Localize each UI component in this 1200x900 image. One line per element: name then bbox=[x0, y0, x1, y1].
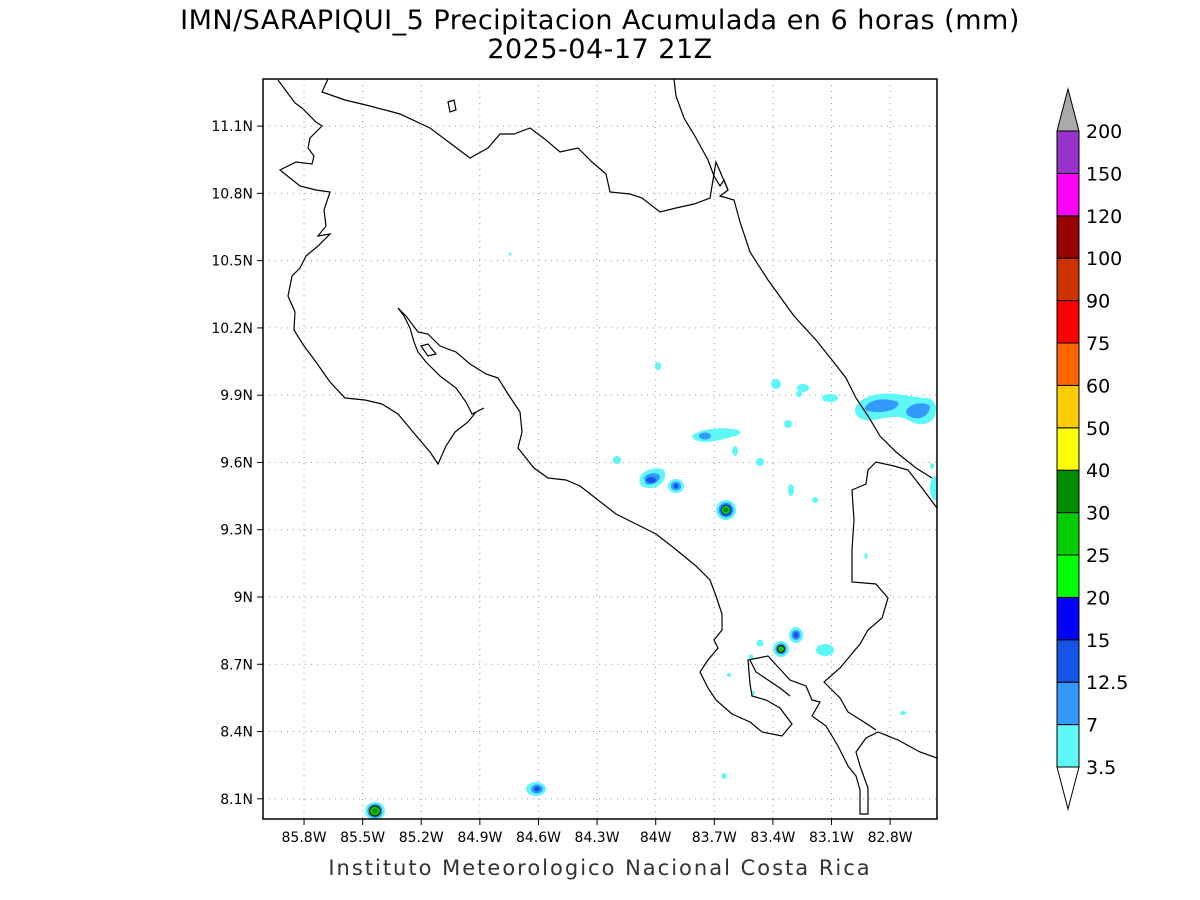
colorbar-label: 3.5 bbox=[1086, 757, 1116, 779]
lon-tick-label: 84.3W bbox=[575, 830, 620, 846]
colorbar-label: 90 bbox=[1086, 291, 1110, 313]
island-north bbox=[447, 99, 457, 113]
precip-cell bbox=[668, 479, 684, 493]
lat-tick-label: 11.1N bbox=[211, 119, 253, 135]
map-subtitle: 2025-04-17 21Z bbox=[487, 34, 713, 65]
colorbar-label: 150 bbox=[1086, 163, 1122, 185]
precip-speckles bbox=[508, 252, 937, 779]
precip-cell bbox=[773, 641, 789, 657]
colorbar-segment bbox=[1056, 300, 1080, 344]
lat-tick-label: 10.8N bbox=[211, 186, 253, 202]
colorbar-segment bbox=[1056, 130, 1080, 174]
colorbar-segment bbox=[1056, 469, 1080, 514]
colorbar-label: 75 bbox=[1086, 333, 1110, 355]
colorbar-label: 12.5 bbox=[1086, 672, 1128, 694]
lon-tick-label: 85.8W bbox=[282, 830, 327, 846]
colorbar-segment bbox=[1056, 342, 1080, 386]
colorbar-label: 30 bbox=[1086, 503, 1110, 525]
colorbar-label: 7 bbox=[1086, 715, 1098, 737]
colorbar-label: 25 bbox=[1086, 545, 1110, 567]
lat-tick-label: 9.3N bbox=[220, 523, 253, 539]
precip-cell bbox=[716, 500, 736, 520]
lat-tick-label: 9N bbox=[234, 590, 253, 606]
lat-tick-label: 9.9N bbox=[220, 388, 253, 404]
panama-border bbox=[823, 461, 937, 731]
lon-tick-label: 83.4W bbox=[750, 830, 795, 846]
colorbar-label: 15 bbox=[1086, 630, 1110, 652]
axis-ticks: 85.8W 85.5W 85.2W 84.9W 84.6W 84.3W 84W 83.7W 83… bbox=[211, 119, 912, 846]
colorbar-segment bbox=[1056, 681, 1080, 726]
colorbar-segment bbox=[1056, 639, 1080, 683]
colorbar-label: 40 bbox=[1086, 460, 1110, 482]
colorbar-label: 50 bbox=[1086, 418, 1110, 440]
lat-tick-label: 8.7N bbox=[220, 657, 253, 673]
colorbar-segment bbox=[1056, 724, 1080, 768]
lon-tick-label: 84.9W bbox=[457, 830, 502, 846]
colorbar: 3.5 7 12.5 15 20 25 30 40 50 60 75 90 100 120 150 200 bbox=[1056, 87, 1128, 811]
precip-cell bbox=[639, 468, 666, 488]
nicaragua-border bbox=[277, 79, 937, 815]
lon-tick-label: 83.7W bbox=[692, 830, 737, 846]
precip-cell bbox=[365, 802, 385, 819]
colorbar-segment bbox=[1056, 596, 1080, 641]
colorbar-segment bbox=[1056, 257, 1080, 302]
colorbar-min-cap bbox=[1056, 766, 1080, 811]
map-frame bbox=[262, 78, 938, 820]
lat-tick-label: 8.4N bbox=[220, 725, 253, 741]
colorbar-segment bbox=[1056, 427, 1080, 471]
lon-tick-label: 85.2W bbox=[399, 830, 444, 846]
colorbar-label: 60 bbox=[1086, 375, 1110, 397]
lake-arenal bbox=[420, 343, 438, 357]
coastlines bbox=[277, 79, 937, 815]
lat-tick-label: 10.5N bbox=[211, 254, 253, 270]
lon-tick-label: 84.6W bbox=[516, 830, 561, 846]
lat-tick-label: 8.1N bbox=[220, 792, 253, 808]
colorbar-label: 20 bbox=[1086, 587, 1110, 609]
colorbar-segment bbox=[1056, 215, 1080, 259]
precip-cell bbox=[692, 428, 741, 442]
precip-cell bbox=[789, 627, 803, 643]
colorbar-max-cap bbox=[1056, 87, 1080, 132]
colorbar-segment bbox=[1056, 384, 1080, 429]
credit-text: Instituto Meteorologico Nacional Costa R… bbox=[328, 856, 872, 880]
colorbar-label: 120 bbox=[1086, 206, 1122, 228]
northeast-coast bbox=[673, 79, 729, 191]
lat-tick-label: 10.2N bbox=[211, 321, 253, 337]
northern-coast bbox=[321, 79, 933, 479]
precip-cell bbox=[526, 782, 546, 796]
lat-tick-label: 9.6N bbox=[220, 455, 253, 471]
osa-inlet bbox=[749, 659, 791, 697]
colorbar-label: 200 bbox=[1086, 121, 1122, 143]
lon-tick-label: 85.5W bbox=[340, 830, 385, 846]
precip-cell bbox=[855, 393, 936, 425]
colorbar-segment bbox=[1056, 554, 1080, 598]
lon-tick-label: 83.1W bbox=[809, 830, 854, 846]
precipitation-layer bbox=[365, 252, 937, 819]
colorbar-label: 100 bbox=[1086, 248, 1122, 270]
colorbar-segment bbox=[1056, 512, 1080, 556]
lon-tick-label: 82.8W bbox=[868, 830, 913, 846]
lon-tick-label: 84W bbox=[640, 830, 672, 846]
map-gridlines bbox=[263, 79, 937, 819]
colorbar-segment bbox=[1056, 172, 1080, 217]
map-title: IMN/SARAPIQUI_5 Precipitacion Acumulada … bbox=[180, 5, 1020, 36]
